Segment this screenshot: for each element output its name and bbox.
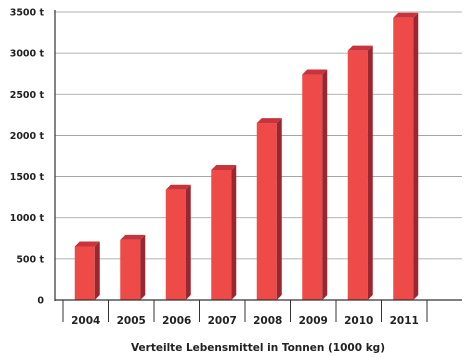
bar	[256, 118, 282, 300]
bar-front	[302, 74, 323, 300]
bars	[74, 12, 419, 300]
bar-side	[322, 69, 328, 300]
x-category-label: 2006	[162, 315, 191, 327]
y-tick-label: 1500 t	[10, 172, 45, 183]
bar-front	[211, 169, 232, 300]
x-axis-categories: 2004 2005 2006 2007 2008 2009 2010 2011	[71, 315, 419, 327]
x-category-label: 2005	[117, 315, 146, 327]
bar-front	[393, 17, 414, 300]
bar-top	[74, 241, 100, 247]
bar	[120, 234, 146, 300]
axes	[54, 10, 462, 322]
y-tick-label: 3000 t	[10, 49, 45, 60]
bar-front	[165, 189, 186, 300]
bar-side	[276, 118, 282, 300]
bar-side	[185, 184, 191, 300]
bar	[393, 12, 419, 300]
y-tick-label: 500 t	[16, 254, 44, 265]
y-tick-label: 2500 t	[10, 90, 45, 101]
y-axis-ticks: 0 500 t 1000 t 1500 t 2000 t 2500 t 3000 t 3500…	[10, 8, 45, 307]
bar	[74, 241, 100, 300]
bar-top	[302, 69, 328, 75]
bar-top	[256, 118, 282, 124]
x-category-label: 2010	[344, 315, 373, 327]
bar-top	[393, 12, 419, 18]
x-axis-title: Verteilte Lebensmittel in Tonnen (1000 k…	[131, 342, 385, 354]
bar-top	[211, 164, 237, 170]
bar	[165, 184, 191, 300]
x-category-label: 2011	[390, 315, 419, 327]
x-category-label: 2008	[253, 315, 282, 327]
bar-top	[120, 234, 146, 240]
bar-side	[367, 45, 373, 300]
y-tick-label: 3500 t	[10, 8, 45, 19]
bar-top	[165, 184, 191, 190]
bar	[347, 45, 373, 300]
bar-side	[140, 234, 146, 300]
bar-side	[413, 12, 419, 300]
y-tick-label: 1000 t	[10, 213, 45, 224]
x-category-label: 2009	[299, 315, 328, 327]
bar-side	[94, 241, 100, 300]
bar-front	[74, 246, 95, 300]
bar-front	[256, 123, 277, 300]
y-tick-label: 2000 t	[10, 131, 45, 142]
x-category-label: 2007	[208, 315, 237, 327]
x-category-label: 2004	[71, 315, 100, 327]
bar	[302, 69, 328, 300]
bar-front	[347, 50, 368, 300]
bar-front	[120, 239, 141, 300]
bar-side	[231, 164, 237, 300]
bar-top	[347, 45, 373, 51]
bar	[211, 164, 237, 300]
y-tick-label: 0	[37, 296, 44, 307]
